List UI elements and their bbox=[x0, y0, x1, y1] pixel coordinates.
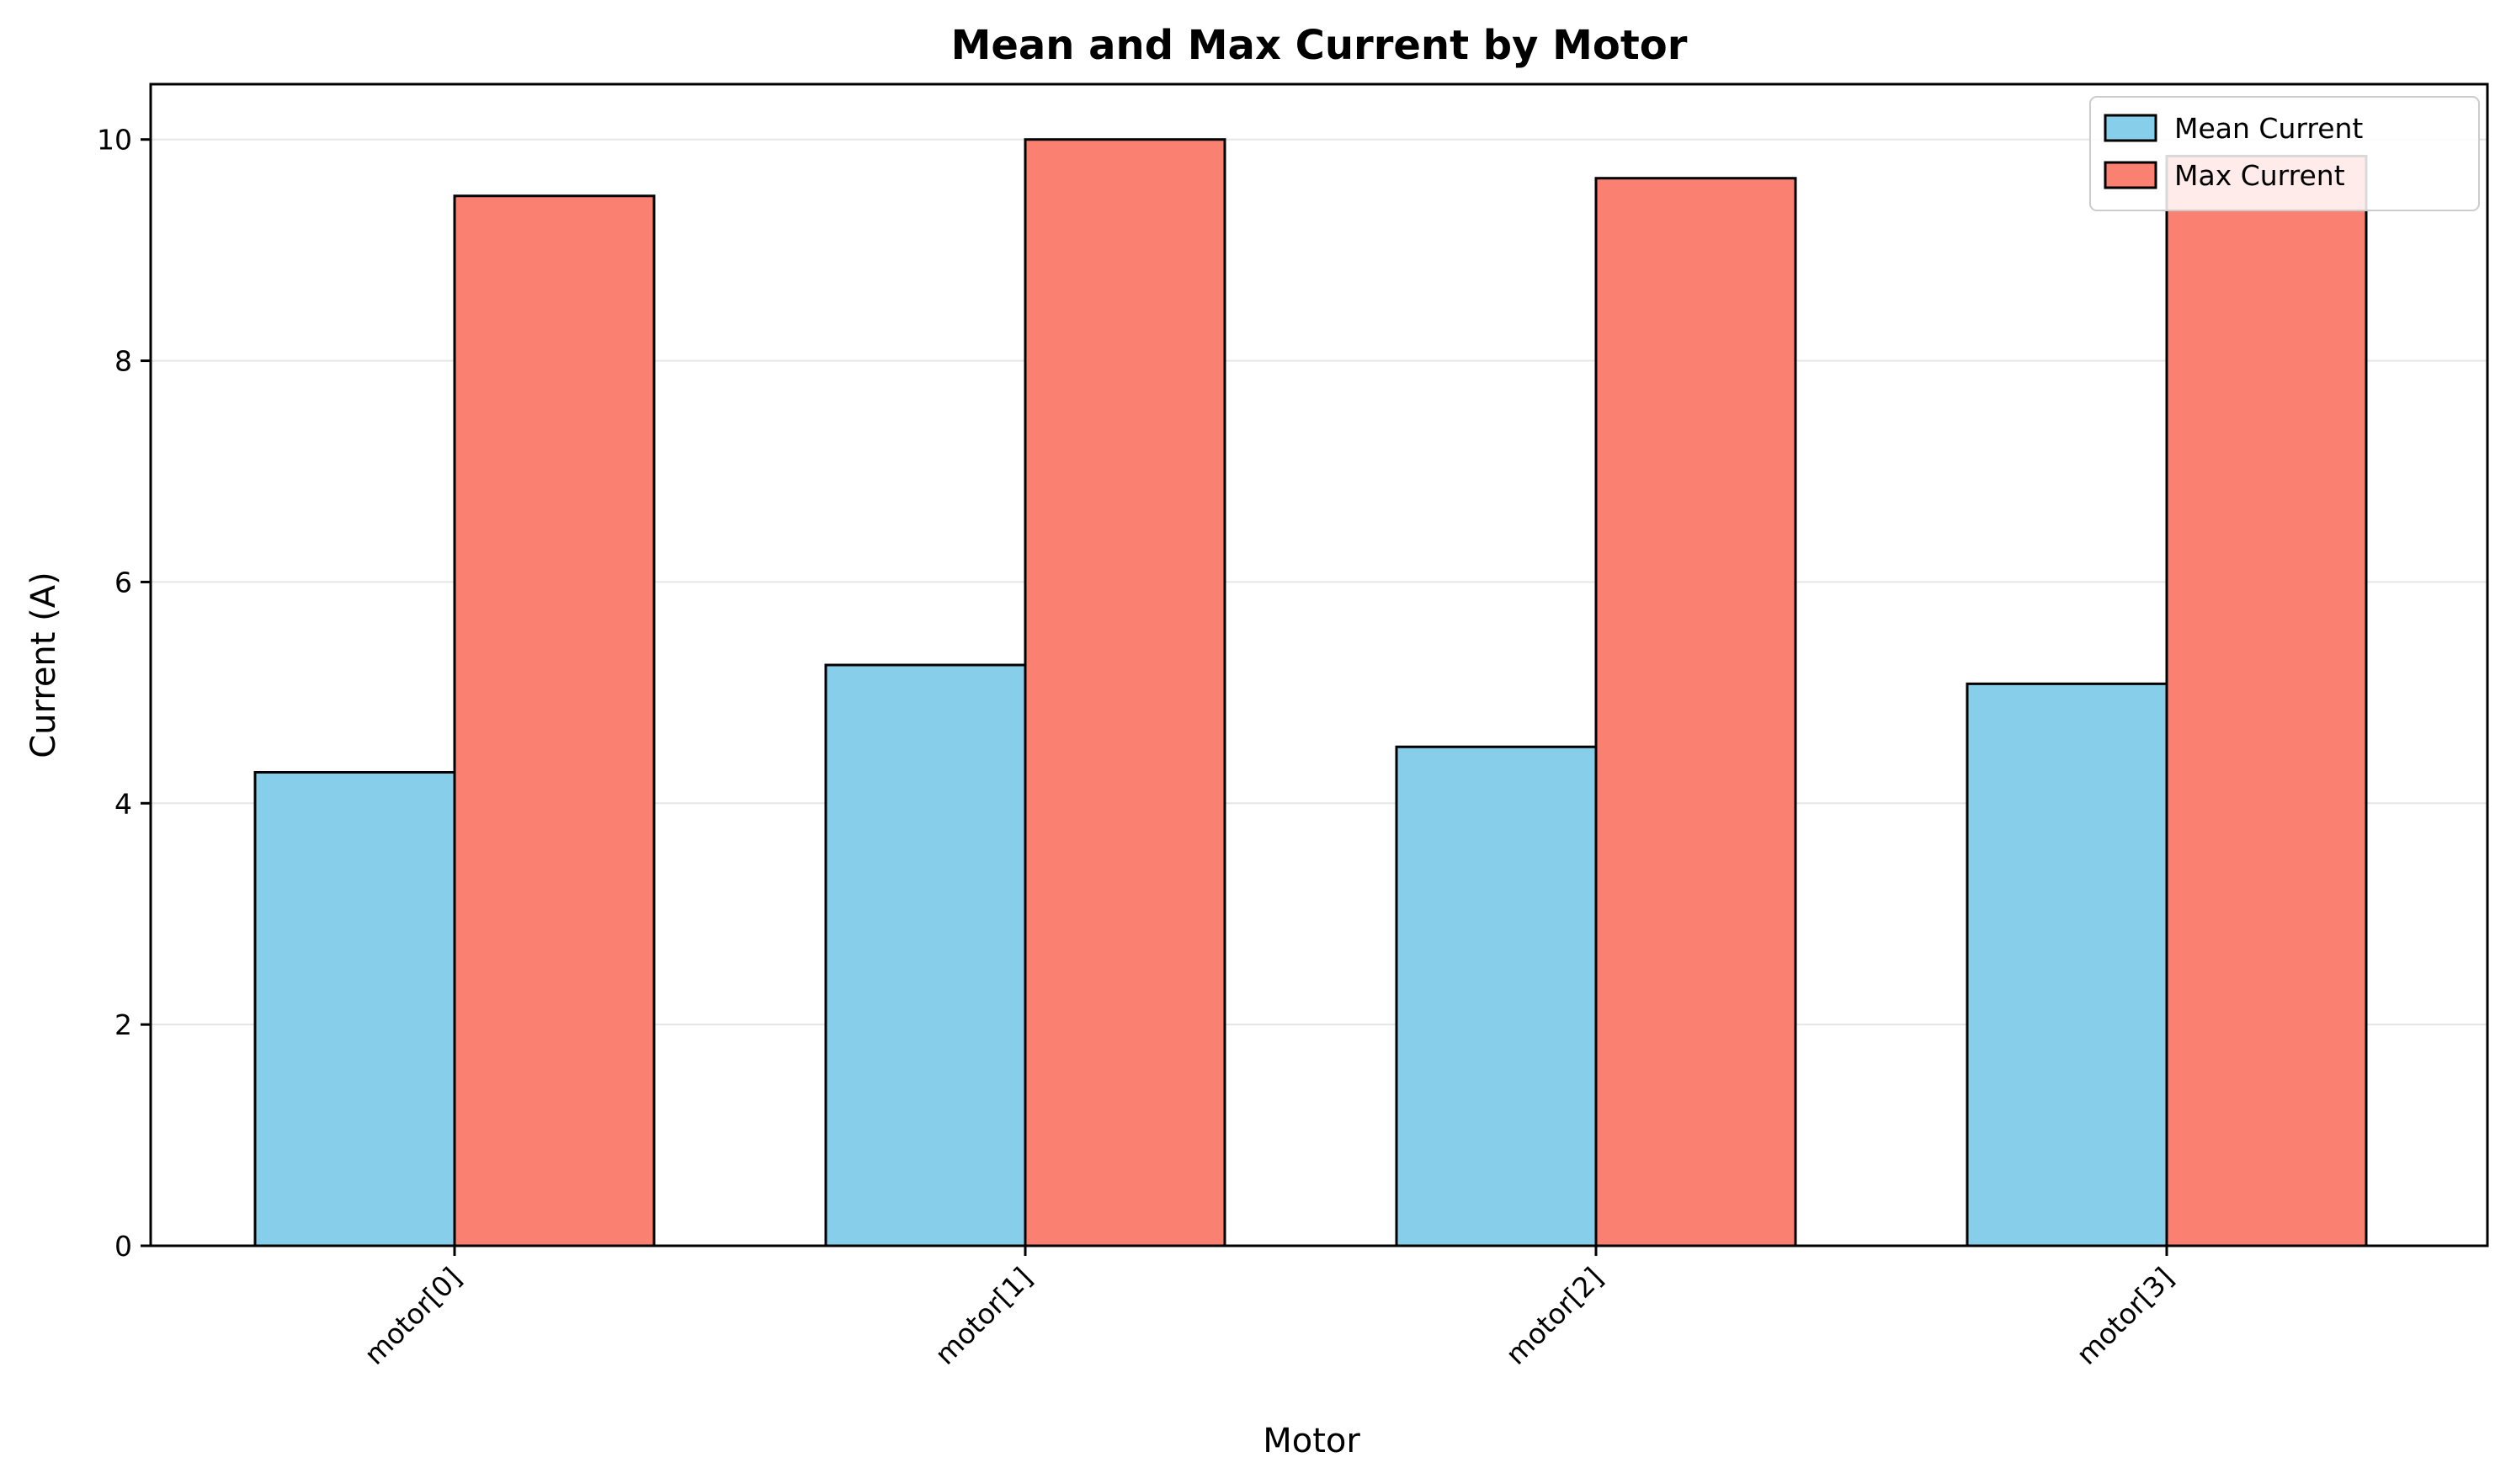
plot-frame bbox=[149, 82, 2489, 1247]
legend-swatch-0 bbox=[2104, 114, 2157, 142]
bars bbox=[253, 138, 2368, 1247]
y-tick-label: 0 bbox=[114, 1230, 132, 1263]
y-tick-label: 10 bbox=[97, 124, 132, 157]
bar-max-3 bbox=[2165, 154, 2368, 1247]
legend-box bbox=[2089, 96, 2480, 211]
chart-title: Mean and Max Current by Motor bbox=[951, 22, 1688, 69]
legend-label-1: Max Current bbox=[2174, 159, 2345, 192]
bar-max-0 bbox=[453, 194, 656, 1247]
y-tick-label: 8 bbox=[114, 345, 132, 378]
bar-max-2 bbox=[1594, 177, 1797, 1247]
legend: Mean Current Max Current bbox=[2089, 96, 2480, 211]
bar-mean-0 bbox=[253, 770, 456, 1247]
y-axis-label: Current (A) bbox=[24, 572, 63, 758]
y-tick-label: 4 bbox=[114, 787, 132, 820]
y-tick-label: 2 bbox=[114, 1008, 132, 1041]
y-tick-label: 6 bbox=[114, 566, 132, 598]
bar-mean-1 bbox=[824, 663, 1027, 1247]
bar-mean-2 bbox=[1395, 745, 1598, 1247]
bar-max-1 bbox=[1024, 138, 1226, 1247]
bar-mean-3 bbox=[1966, 682, 2168, 1247]
legend-label-0: Mean Current bbox=[2174, 112, 2363, 145]
x-axis-label: Motor bbox=[1263, 1422, 1360, 1460]
y-axis: 0 2 4 6 8 10 bbox=[97, 124, 151, 1263]
legend-swatch-1 bbox=[2104, 161, 2157, 189]
